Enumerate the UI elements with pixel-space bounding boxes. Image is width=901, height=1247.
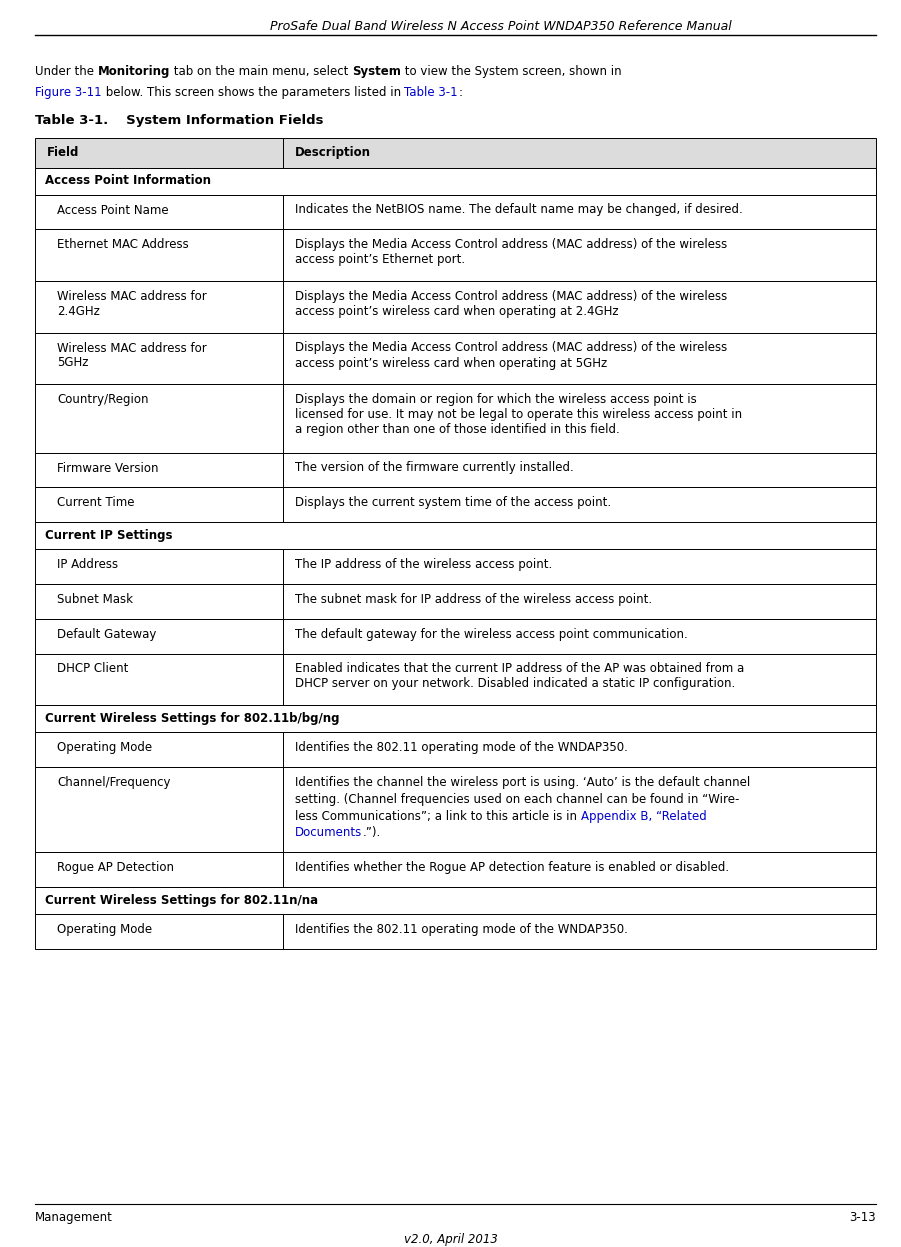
Text: less Communications”; a link to this article is in: less Communications”; a link to this art… xyxy=(296,809,581,823)
Text: Rogue AP Detection: Rogue AP Detection xyxy=(57,862,174,874)
Bar xyxy=(35,584,283,619)
Text: Displays the Media Access Control address (MAC address) of the wireless
access p: Displays the Media Access Control addres… xyxy=(296,342,727,369)
Text: Access Point Information: Access Point Information xyxy=(45,175,211,187)
Bar xyxy=(283,549,876,584)
Bar xyxy=(283,384,876,453)
Text: Current Wireless Settings for 802.11b/bg/ng: Current Wireless Settings for 802.11b/bg… xyxy=(45,712,340,725)
Text: Identifies the channel the wireless port is using. ‘Auto’ is the default channel: Identifies the channel the wireless port… xyxy=(296,776,751,789)
Text: Subnet Mask: Subnet Mask xyxy=(57,592,133,606)
Text: Country/Region: Country/Region xyxy=(57,393,149,407)
Bar xyxy=(35,138,283,167)
Text: The version of the firmware currently installed.: The version of the firmware currently in… xyxy=(296,461,574,475)
Text: Figure 3-11: Figure 3-11 xyxy=(35,86,102,99)
Text: DHCP Client: DHCP Client xyxy=(57,662,128,676)
Bar xyxy=(35,522,876,549)
Text: Channel/Frequency: Channel/Frequency xyxy=(57,776,170,789)
Bar xyxy=(35,705,876,732)
Text: Enabled indicates that the current IP address of the AP was obtained from a
DHCP: Enabled indicates that the current IP ad… xyxy=(296,662,744,691)
Text: System: System xyxy=(352,65,401,79)
Text: Operating Mode: Operating Mode xyxy=(57,741,152,754)
Bar xyxy=(283,138,876,167)
Text: Documents: Documents xyxy=(296,827,362,839)
Bar xyxy=(35,549,283,584)
Text: v2.0, April 2013: v2.0, April 2013 xyxy=(404,1233,497,1246)
Bar xyxy=(283,488,876,522)
Bar xyxy=(283,732,876,767)
Text: Default Gateway: Default Gateway xyxy=(57,627,157,641)
Bar xyxy=(35,167,876,195)
Text: Access Point Name: Access Point Name xyxy=(57,203,168,217)
Text: :: : xyxy=(458,86,462,99)
Text: Displays the Media Access Control address (MAC address) of the wireless
access p: Displays the Media Access Control addres… xyxy=(296,238,727,267)
Bar xyxy=(35,732,283,767)
Text: Wireless MAC address for
5GHz: Wireless MAC address for 5GHz xyxy=(57,342,206,369)
Text: Current IP Settings: Current IP Settings xyxy=(45,529,172,542)
Bar xyxy=(35,619,283,653)
Bar xyxy=(283,584,876,619)
Bar xyxy=(283,767,876,852)
Text: to view the System screen, shown in: to view the System screen, shown in xyxy=(401,65,622,79)
Bar xyxy=(35,852,283,887)
Bar xyxy=(35,488,283,522)
Bar xyxy=(35,887,876,914)
Bar xyxy=(283,653,876,705)
Text: Appendix B, “Related: Appendix B, “Related xyxy=(581,809,706,823)
Text: .”).: .”). xyxy=(362,827,380,839)
Text: Monitoring: Monitoring xyxy=(97,65,170,79)
Text: Identifies whether the Rogue AP detection feature is enabled or disabled.: Identifies whether the Rogue AP detectio… xyxy=(296,862,729,874)
Bar xyxy=(283,619,876,653)
Text: Table 3-1: Table 3-1 xyxy=(405,86,458,99)
Text: Wireless MAC address for
2.4GHz: Wireless MAC address for 2.4GHz xyxy=(57,289,206,318)
Text: The default gateway for the wireless access point communication.: The default gateway for the wireless acc… xyxy=(296,627,687,641)
Bar xyxy=(283,229,876,281)
Bar xyxy=(283,281,876,333)
Text: Current Wireless Settings for 802.11n/na: Current Wireless Settings for 802.11n/na xyxy=(45,894,318,907)
Text: IP Address: IP Address xyxy=(57,559,118,571)
Text: Identifies the 802.11 operating mode of the WNDAP350.: Identifies the 802.11 operating mode of … xyxy=(296,741,628,754)
Bar xyxy=(35,453,283,488)
Bar xyxy=(283,914,876,949)
Text: Identifies the 802.11 operating mode of the WNDAP350.: Identifies the 802.11 operating mode of … xyxy=(296,923,628,936)
Bar xyxy=(283,333,876,384)
Text: Management: Management xyxy=(35,1211,113,1225)
Bar xyxy=(35,767,283,852)
Bar xyxy=(35,914,283,949)
Text: Displays the current system time of the access point.: Displays the current system time of the … xyxy=(296,496,611,509)
Text: tab on the main menu, select: tab on the main menu, select xyxy=(170,65,352,79)
Text: Current Time: Current Time xyxy=(57,496,134,509)
Text: Table 3-1.  System Information Fields: Table 3-1. System Information Fields xyxy=(35,113,323,127)
Text: Operating Mode: Operating Mode xyxy=(57,923,152,936)
Text: Under the: Under the xyxy=(35,65,97,79)
Bar xyxy=(35,333,283,384)
Text: below. This screen shows the parameters listed in: below. This screen shows the parameters … xyxy=(102,86,405,99)
Bar xyxy=(283,195,876,229)
Text: Displays the Media Access Control address (MAC address) of the wireless
access p: Displays the Media Access Control addres… xyxy=(296,289,727,318)
Text: Firmware Version: Firmware Version xyxy=(57,461,159,475)
Bar xyxy=(35,281,283,333)
Text: setting. (Channel frequencies used on each channel can be found in “Wire-: setting. (Channel frequencies used on ea… xyxy=(296,793,740,806)
Text: Description: Description xyxy=(296,146,371,160)
Bar xyxy=(35,653,283,705)
Bar xyxy=(35,384,283,453)
Text: 3-13: 3-13 xyxy=(850,1211,876,1225)
Text: Field: Field xyxy=(47,146,79,160)
Bar xyxy=(35,195,283,229)
Bar xyxy=(283,852,876,887)
Text: Ethernet MAC Address: Ethernet MAC Address xyxy=(57,238,188,252)
Bar xyxy=(283,453,876,488)
Text: The subnet mask for IP address of the wireless access point.: The subnet mask for IP address of the wi… xyxy=(296,592,652,606)
Text: Displays the domain or region for which the wireless access point is
licensed fo: Displays the domain or region for which … xyxy=(296,393,742,436)
Bar xyxy=(35,229,283,281)
Text: The IP address of the wireless access point.: The IP address of the wireless access po… xyxy=(296,559,552,571)
Text: ProSafe Dual Band Wireless N Access Point WNDAP350 Reference Manual: ProSafe Dual Band Wireless N Access Poin… xyxy=(269,20,732,32)
Text: Indicates the NetBIOS name. The default name may be changed, if desired.: Indicates the NetBIOS name. The default … xyxy=(296,203,742,217)
